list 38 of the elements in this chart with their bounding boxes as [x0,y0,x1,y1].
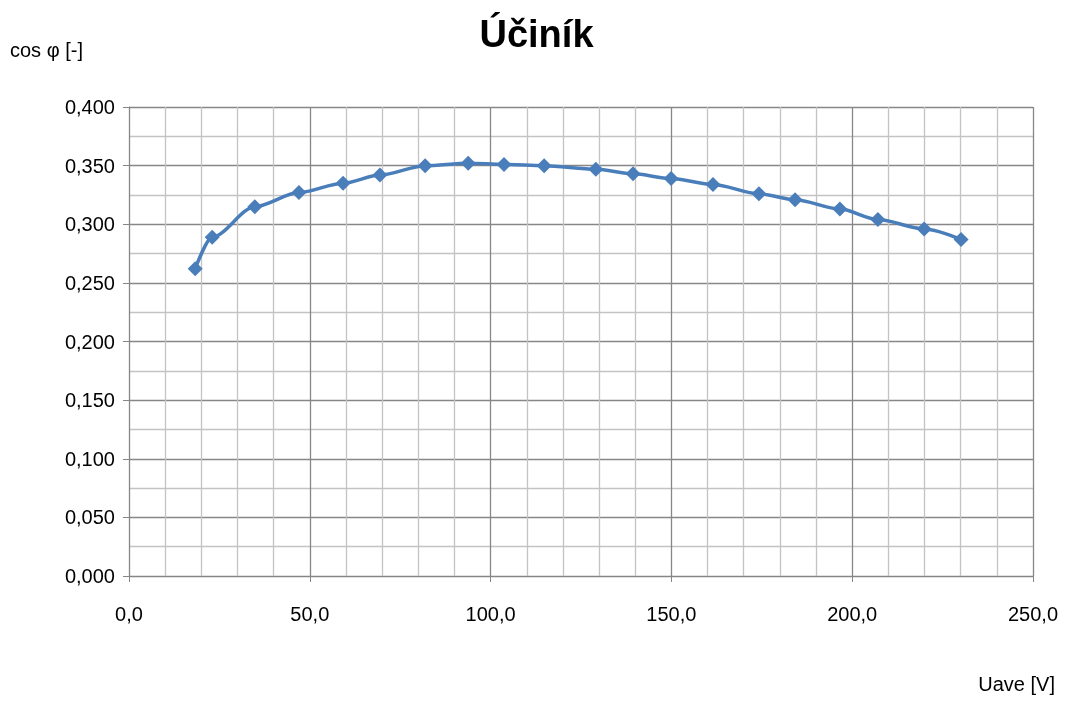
point [460,155,476,171]
point [787,192,803,208]
point [187,261,203,277]
point [536,158,552,174]
y-tick-label: 0,200 [64,330,115,353]
y-tick-label: 0,100 [64,447,115,470]
x-tick-label: 250,0 [1007,603,1059,625]
y-tick-label: 0,050 [64,506,115,529]
x-tick-label: 50,0 [290,603,330,625]
y-tick-label: 0,350 [64,154,115,177]
y-tick-label: 0,400 [64,96,115,118]
point [496,156,512,172]
x-tick-label: 0,0 [115,603,143,625]
point [705,176,721,192]
point [663,171,679,187]
y-tick-label: 0,250 [64,271,115,294]
x-tick-label: 150,0 [646,603,697,625]
point [372,167,388,183]
point [204,229,220,245]
point [751,186,767,202]
point [417,158,433,174]
point [916,221,932,237]
y-tick-label: 0,000 [64,565,115,587]
chart-title: Účiník [479,12,595,55]
point [291,185,307,201]
point [335,175,351,191]
point [832,201,848,217]
point [870,212,886,228]
x-tick-label: 200,0 [827,603,878,625]
point [247,199,263,215]
point [588,161,604,177]
y-tick-label: 0,300 [64,213,115,236]
x-tick-label: 100,0 [465,603,516,625]
x-axis-title: Uave [V] [978,673,1055,695]
point [953,231,969,247]
y-axis-title: cos φ [-] [10,39,83,61]
y-tick-label: 0,150 [64,389,115,412]
point [625,166,641,182]
